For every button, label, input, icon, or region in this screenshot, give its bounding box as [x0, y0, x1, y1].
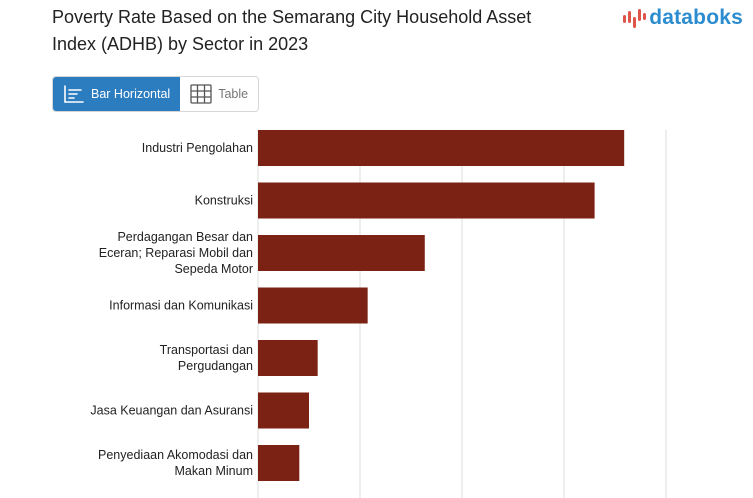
databoks-logo-icon	[623, 9, 647, 28]
bar[interactable]	[258, 392, 309, 429]
bar[interactable]	[258, 130, 625, 166]
category-label-line: Informasi dan Komunikasi	[109, 299, 253, 313]
tab-table-label: Table	[218, 87, 249, 101]
logo-text: databoks	[649, 6, 743, 29]
tab-bar-horizontal[interactable]: Bar Horizontal	[53, 77, 181, 111]
bar-chart-icon	[64, 85, 84, 103]
category-label-line: Pergudangan	[178, 359, 253, 373]
category-label-line: Konstruksi	[195, 194, 253, 208]
tab-table[interactable]: Table	[180, 77, 259, 111]
tab-bar-horizontal-label: Bar Horizontal	[91, 87, 171, 101]
category-label-line: Industri Pengolahan	[142, 141, 253, 155]
category-label-line: Penyediaan Akomodasi dan	[98, 448, 253, 462]
bar-chart: Industri Pengolahan Konstruksi Perdagangan…	[90, 130, 667, 498]
chart-area: Industri Pengolahan Konstruksi Perdagangan…	[0, 120, 753, 498]
category-label-line: Sepeda Motor	[174, 262, 253, 276]
category-label-line: Eceran; Reparasi Mobil dan	[99, 246, 253, 260]
bar[interactable]	[258, 235, 425, 271]
category-label-line: Jasa Keuangan dan Asuransi	[90, 404, 253, 418]
table-icon	[190, 84, 212, 104]
category-label: Penyediaan Akomodasi dan Makan Minum	[98, 448, 253, 478]
category-label-line: Makan Minum	[175, 464, 254, 478]
chart-title: Poverty Rate Based on the Semarang City …	[52, 7, 532, 54]
category-label: Informasi dan Komunikasi	[109, 299, 253, 313]
bar[interactable]	[258, 182, 595, 219]
bar[interactable]	[258, 287, 368, 324]
category-label: Konstruksi	[195, 194, 253, 208]
databoks-logo[interactable]: databoks	[622, 4, 743, 32]
category-label-line: Transportasi dan	[160, 343, 253, 357]
category-label: Jasa Keuangan dan Asuransi	[90, 404, 253, 418]
category-label: Industri Pengolahan	[142, 141, 253, 155]
category-label: Perdagangan Besar dan Eceran; Reparasi Mo…	[99, 230, 253, 276]
view-toggle: Bar Horizontal Table	[52, 76, 260, 112]
category-label: Transportasi dan Pergudangan	[160, 343, 253, 373]
category-label-line: Perdagangan Besar dan	[117, 230, 253, 244]
bar[interactable]	[258, 340, 318, 376]
bar[interactable]	[258, 445, 300, 481]
